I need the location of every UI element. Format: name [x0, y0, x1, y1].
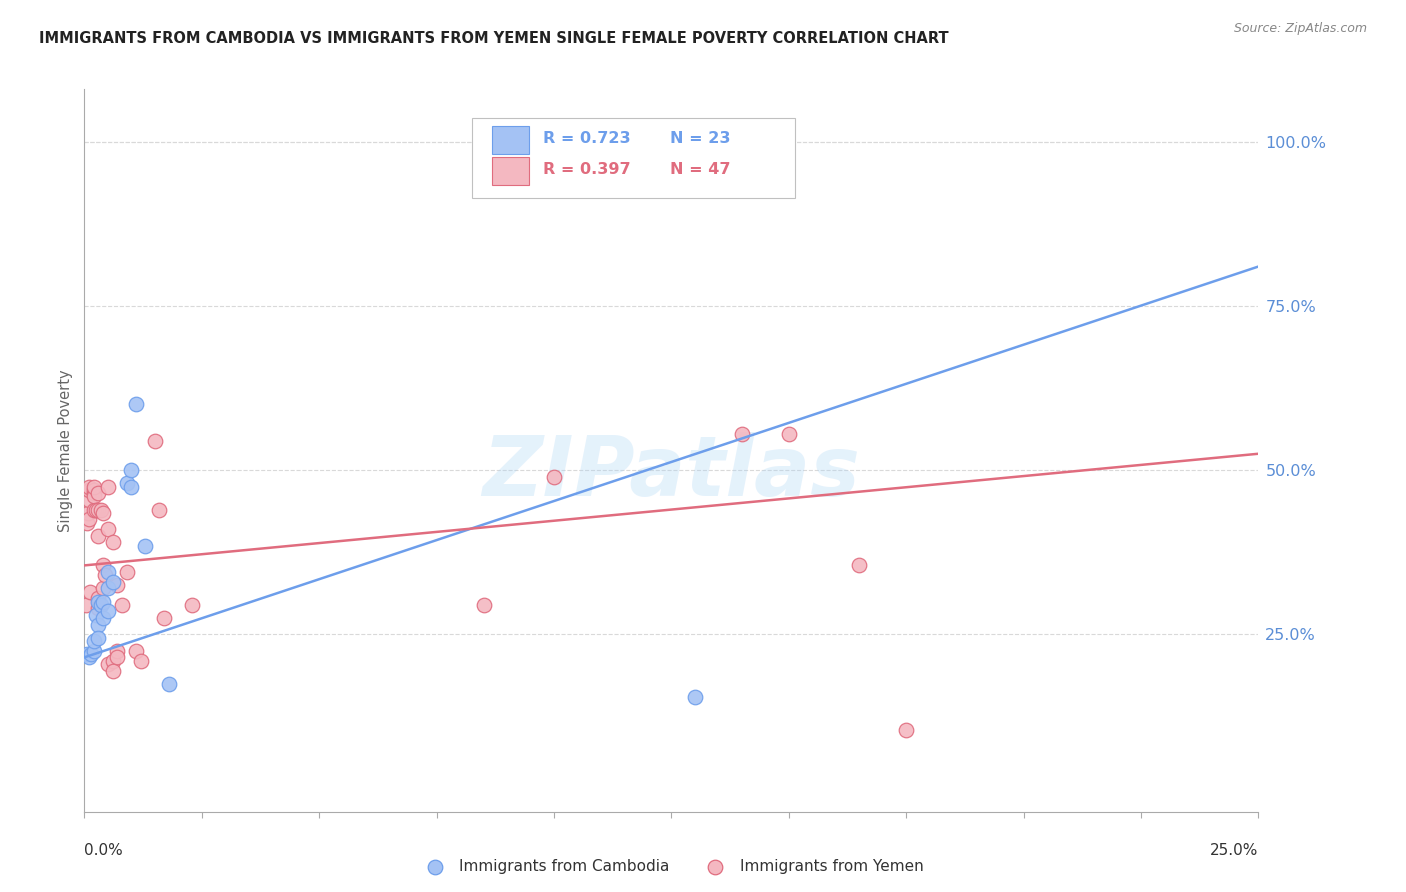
Point — [76, 516, 98, 530]
Point — [181, 598, 204, 612]
Text: IMMIGRANTS FROM CAMBODIA VS IMMIGRANTS FROM YEMEN SINGLE FEMALE POVERTY CORRELAT: IMMIGRANTS FROM CAMBODIA VS IMMIGRANTS F… — [39, 31, 949, 46]
Y-axis label: Single Female Poverty: Single Female Poverty — [58, 369, 73, 532]
Point — [778, 427, 800, 442]
Point — [120, 463, 142, 477]
Point — [77, 483, 100, 497]
Point — [896, 723, 918, 737]
Point — [91, 611, 114, 625]
Point — [157, 676, 180, 690]
Text: N = 47: N = 47 — [671, 162, 731, 177]
Text: Source: ZipAtlas.com: Source: ZipAtlas.com — [1233, 22, 1367, 36]
Point — [90, 598, 112, 612]
Point — [120, 480, 142, 494]
Point — [111, 598, 134, 612]
Point — [153, 611, 176, 625]
Text: N = 23: N = 23 — [671, 131, 731, 145]
Point — [83, 634, 105, 648]
Point — [472, 598, 495, 612]
Point — [91, 506, 114, 520]
FancyBboxPatch shape — [472, 118, 794, 198]
Legend: Immigrants from Cambodia, Immigrants from Yemen: Immigrants from Cambodia, Immigrants fro… — [413, 853, 929, 880]
Point — [79, 584, 101, 599]
Point — [87, 502, 110, 516]
Point — [101, 664, 124, 678]
Point — [105, 578, 128, 592]
Text: ZIPatlas: ZIPatlas — [482, 432, 860, 513]
Point — [77, 492, 100, 507]
Point — [129, 654, 152, 668]
Point — [97, 604, 120, 618]
Point — [83, 486, 105, 500]
Point — [83, 644, 105, 658]
Point — [134, 539, 156, 553]
Point — [97, 522, 120, 536]
Point — [97, 582, 120, 596]
Point — [115, 565, 138, 579]
Point — [83, 490, 105, 504]
Point — [91, 594, 114, 608]
Point — [87, 591, 110, 606]
Point — [87, 486, 110, 500]
Point — [94, 568, 117, 582]
Point — [543, 469, 565, 483]
Point — [84, 502, 107, 516]
Point — [77, 506, 100, 520]
Point — [76, 647, 98, 661]
Point — [87, 601, 110, 615]
Point — [683, 690, 706, 704]
Point — [87, 631, 110, 645]
Point — [87, 594, 110, 608]
Point — [731, 427, 754, 442]
Point — [77, 512, 100, 526]
Text: R = 0.397: R = 0.397 — [543, 162, 631, 177]
Point — [97, 657, 120, 671]
Text: 25.0%: 25.0% — [1211, 843, 1258, 857]
Point — [83, 480, 105, 494]
Point — [105, 644, 128, 658]
Text: R = 0.723: R = 0.723 — [543, 131, 631, 145]
Point — [91, 558, 114, 573]
Point — [115, 476, 138, 491]
Point — [91, 582, 114, 596]
Point — [90, 502, 112, 516]
Point — [143, 434, 166, 448]
Point — [77, 480, 100, 494]
Point — [97, 480, 120, 494]
Point — [125, 397, 148, 411]
Point — [75, 598, 97, 612]
Point — [101, 654, 124, 668]
Text: 0.0%: 0.0% — [84, 843, 124, 857]
Point — [125, 644, 148, 658]
Point — [77, 650, 100, 665]
Point — [101, 574, 124, 589]
Point — [87, 617, 110, 632]
Point — [83, 483, 105, 497]
Point — [105, 650, 128, 665]
Point — [97, 565, 120, 579]
FancyBboxPatch shape — [492, 126, 529, 153]
Point — [148, 502, 170, 516]
Point — [84, 607, 107, 622]
Point — [87, 529, 110, 543]
Point — [83, 502, 105, 516]
Point — [80, 647, 103, 661]
Point — [848, 558, 870, 573]
Point — [101, 535, 124, 549]
FancyBboxPatch shape — [492, 157, 529, 185]
